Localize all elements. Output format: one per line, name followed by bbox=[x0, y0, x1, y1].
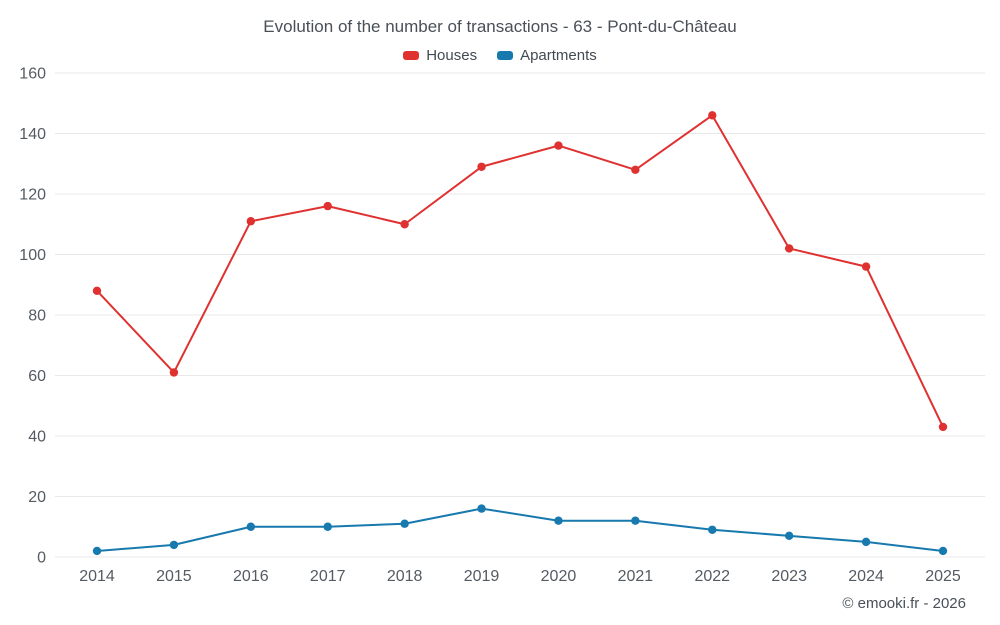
apartments-line bbox=[96, 507, 944, 552]
houses-legend-label: Houses bbox=[426, 47, 478, 64]
y-tick-label: 80 bbox=[28, 308, 46, 325]
apartments-point-2019[interactable] bbox=[477, 504, 486, 513]
houses-point-2019[interactable] bbox=[477, 162, 486, 171]
houses-point-2021[interactable] bbox=[631, 165, 640, 174]
x-tick-label: 2021 bbox=[618, 568, 654, 585]
x-tick-label: 2019 bbox=[464, 568, 500, 585]
apartments-point-2025[interactable] bbox=[938, 546, 948, 556]
y-tick-label: 100 bbox=[19, 247, 46, 264]
houses-point-2015[interactable] bbox=[169, 368, 179, 377]
apartments-point-2016[interactable] bbox=[246, 522, 256, 531]
houses-point-2025[interactable] bbox=[938, 422, 948, 432]
x-tick-label: 2018 bbox=[387, 568, 423, 585]
apartments-point-2017[interactable] bbox=[323, 522, 332, 531]
houses-line bbox=[96, 114, 944, 428]
apartments-point-2018[interactable] bbox=[400, 519, 409, 528]
legend-item-houses[interactable]: Houses bbox=[403, 47, 477, 64]
houses-point-2017[interactable] bbox=[323, 201, 332, 211]
chart-legend: Houses Apartments bbox=[0, 47, 1000, 64]
houses-point-2024[interactable] bbox=[861, 262, 871, 271]
houses-legend-swatch-icon bbox=[403, 51, 420, 60]
x-tick-label: 2020 bbox=[541, 568, 577, 585]
apartments-legend-swatch-icon bbox=[497, 51, 514, 60]
houses-point-2014[interactable] bbox=[92, 286, 102, 295]
x-tick-label: 2024 bbox=[848, 568, 884, 585]
copyright-text: © emooki.fr - 2026 bbox=[842, 595, 966, 612]
y-tick-label: 160 bbox=[19, 66, 46, 83]
legend-item-apartments[interactable]: Apartments bbox=[497, 47, 597, 64]
houses-point-2016[interactable] bbox=[246, 217, 256, 226]
houses-point-2018[interactable] bbox=[400, 220, 409, 229]
y-tick-label: 0 bbox=[37, 550, 46, 567]
apartments-point-2014[interactable] bbox=[92, 546, 102, 556]
x-tick-label: 2025 bbox=[925, 568, 961, 585]
y-tick-label: 120 bbox=[19, 187, 46, 204]
houses-point-2020[interactable] bbox=[554, 141, 563, 150]
apartments-point-2023[interactable] bbox=[784, 531, 794, 541]
x-tick-label: 2023 bbox=[771, 568, 807, 585]
y-tick-label: 60 bbox=[28, 368, 46, 385]
apartments-legend-label: Apartments bbox=[520, 47, 597, 64]
houses-point-2022[interactable] bbox=[708, 111, 717, 120]
apartments-point-2015[interactable] bbox=[169, 540, 179, 550]
apartments-point-2022[interactable] bbox=[708, 525, 717, 534]
apartments-point-2020[interactable] bbox=[554, 516, 563, 525]
y-tick-label: 20 bbox=[28, 489, 46, 506]
x-tick-label: 2016 bbox=[233, 568, 269, 585]
apartments-point-2021[interactable] bbox=[631, 516, 640, 525]
chart-title: Evolution of the number of transactions … bbox=[263, 17, 737, 36]
x-tick-label: 2015 bbox=[156, 568, 192, 585]
houses-point-2023[interactable] bbox=[784, 244, 794, 253]
y-tick-label: 140 bbox=[19, 126, 46, 143]
apartments-point-2024[interactable] bbox=[861, 537, 871, 547]
x-tick-label: 2014 bbox=[79, 568, 115, 585]
y-tick-label: 40 bbox=[28, 429, 46, 446]
x-tick-label: 2022 bbox=[694, 568, 730, 585]
x-tick-label: 2017 bbox=[310, 568, 346, 585]
